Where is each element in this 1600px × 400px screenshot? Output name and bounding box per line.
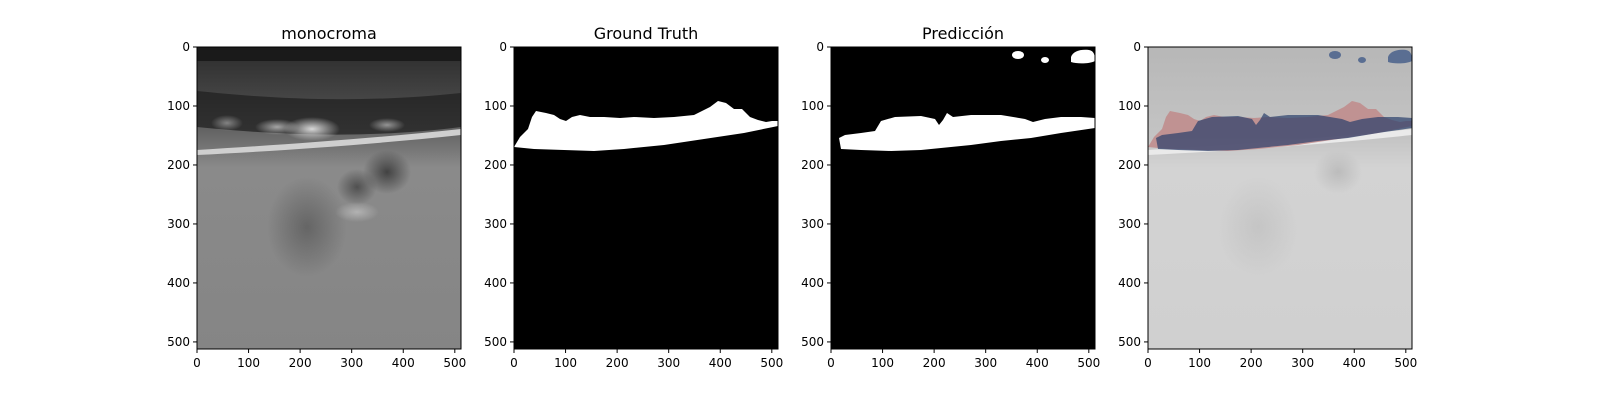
prediction-blob	[1012, 51, 1024, 59]
panel-title: monocroma	[281, 24, 377, 43]
mask-background	[831, 47, 1095, 349]
y-tick-label: 300	[801, 217, 824, 231]
prediction-blob	[1071, 49, 1095, 64]
y-tick-label: 400	[484, 276, 507, 290]
overlay-prediction-blob	[1358, 57, 1366, 63]
axes-frame	[830, 46, 1096, 350]
panel-title: Predicción	[922, 24, 1004, 43]
y-tick-label: 200	[167, 158, 190, 172]
overlay-prediction	[1156, 113, 1412, 151]
y-tick-label: 0	[499, 40, 507, 54]
y-tick-label: 100	[1118, 99, 1141, 113]
panel-ground-truth	[514, 47, 778, 349]
panel-overlay	[1148, 47, 1412, 349]
y-tick-label: 200	[1118, 158, 1141, 172]
y-tick-label: 100	[484, 99, 507, 113]
ground-truth-mask	[514, 101, 778, 151]
x-tick-label: 200	[1240, 356, 1263, 370]
prediction-blob	[1041, 57, 1049, 63]
y-tick-label: 100	[167, 99, 190, 113]
x-tick-label: 200	[923, 356, 946, 370]
x-tick-label: 200	[606, 356, 629, 370]
y-tick-label: 500	[484, 335, 507, 349]
overlay-prediction-blob	[1388, 49, 1412, 64]
x-tick-label: 100	[237, 356, 260, 370]
x-tick-label: 300	[974, 356, 997, 370]
axes-frame	[196, 46, 462, 350]
panel-title: Ground Truth	[594, 24, 699, 43]
y-tick-label: 400	[801, 276, 824, 290]
x-tick-label: 400	[392, 356, 415, 370]
mask-background	[514, 47, 778, 349]
y-tick-label: 300	[484, 217, 507, 231]
y-tick-label: 500	[1118, 335, 1141, 349]
panel-prediction	[831, 47, 1095, 349]
axes-3: 0 100 200 300 400 5000100200300400500Predicci…	[801, 24, 1100, 370]
x-tick-label: 0	[193, 356, 201, 370]
y-tick-label: 400	[1118, 276, 1141, 290]
x-tick-label: 400	[1026, 356, 1049, 370]
x-tick-label: 300	[657, 356, 680, 370]
x-tick-label: 400	[1343, 356, 1366, 370]
x-tick-label: 0	[1144, 356, 1152, 370]
y-tick-label: 200	[484, 158, 507, 172]
panel-monocroma	[197, 47, 461, 349]
y-tick-label: 0	[816, 40, 824, 54]
y-tick-label: 0	[182, 40, 190, 54]
y-tick-label: 0	[1133, 40, 1141, 54]
y-tick-label: 500	[801, 335, 824, 349]
y-tick-label: 300	[167, 217, 190, 231]
x-tick-label: 0	[827, 356, 835, 370]
x-tick-label: 200	[289, 356, 312, 370]
y-tick-label: 500	[167, 335, 190, 349]
x-tick-label: 500	[443, 356, 466, 370]
y-tick-label: 400	[167, 276, 190, 290]
overlay-prediction-blob	[1329, 51, 1341, 59]
x-tick-label: 0	[510, 356, 518, 370]
x-tick-label: 500	[1394, 356, 1417, 370]
prediction-mask	[839, 113, 1095, 151]
axes-frame	[1147, 46, 1413, 350]
x-tick-label: 400	[709, 356, 732, 370]
axes-frame	[513, 46, 779, 350]
x-tick-label: 100	[871, 356, 894, 370]
y-tick-label: 300	[1118, 217, 1141, 231]
x-tick-label: 500	[1077, 356, 1100, 370]
x-tick-label: 300	[340, 356, 363, 370]
x-tick-label: 300	[1291, 356, 1314, 370]
y-tick-label: 200	[801, 158, 824, 172]
axes-1: 0 100 200 300 400 5000100200300400500monocrom…	[167, 24, 466, 370]
x-tick-label: 100	[1188, 356, 1211, 370]
y-tick-label: 100	[801, 99, 824, 113]
x-tick-label: 500	[760, 356, 783, 370]
x-tick-label: 100	[554, 356, 577, 370]
